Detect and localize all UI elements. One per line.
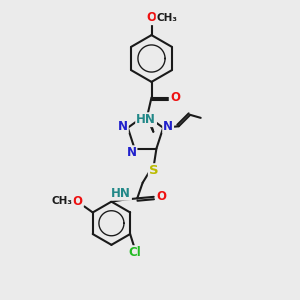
- Text: Cl: Cl: [128, 246, 141, 259]
- Text: CH₃: CH₃: [157, 13, 178, 23]
- Text: O: O: [156, 190, 166, 203]
- Text: N: N: [118, 120, 128, 133]
- Text: S: S: [149, 164, 158, 177]
- Text: HN: HN: [111, 187, 131, 200]
- Text: N: N: [163, 120, 173, 133]
- Text: N: N: [127, 146, 136, 159]
- Text: O: O: [146, 11, 156, 24]
- Text: CH₃: CH₃: [52, 196, 73, 206]
- Text: O: O: [170, 91, 180, 104]
- Text: O: O: [73, 194, 83, 208]
- Text: HN: HN: [136, 113, 156, 126]
